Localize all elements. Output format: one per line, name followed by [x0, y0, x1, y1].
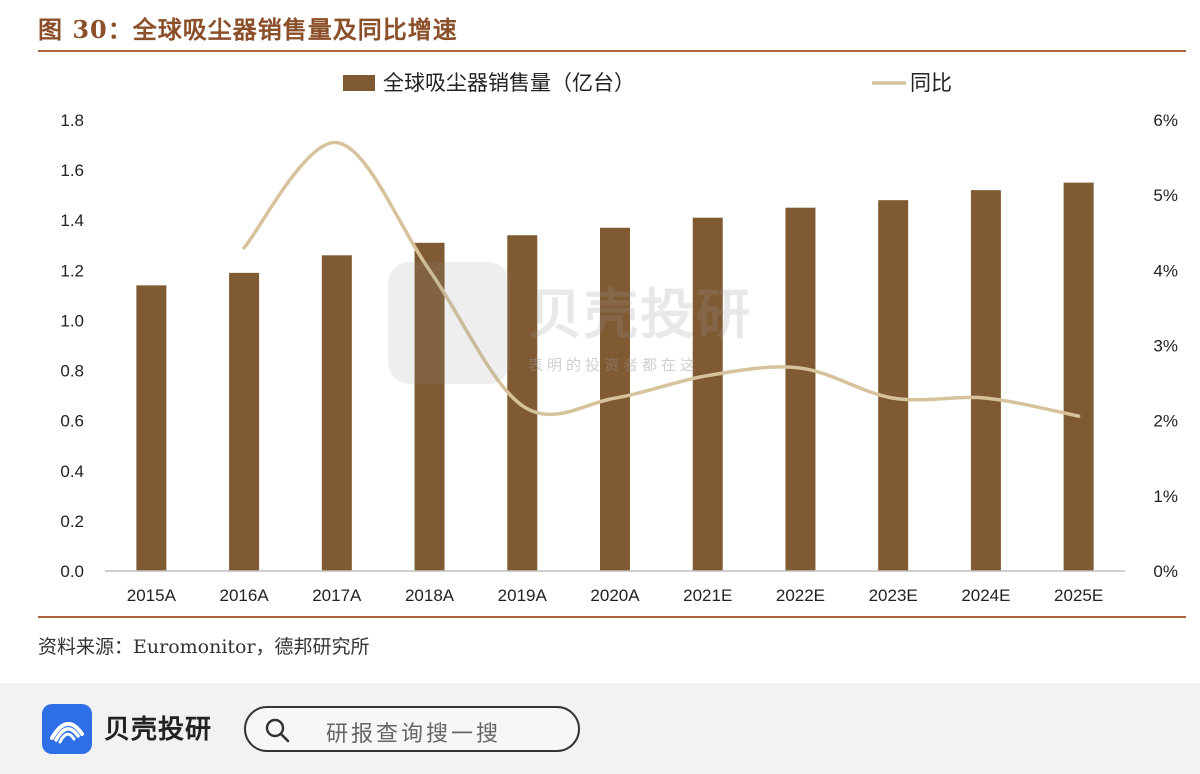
figure-title: 图 30：全球吸尘器销售量及同比增速 [38, 15, 458, 44]
yoy-line [242, 140, 1081, 418]
x-tick-label: 2021E [683, 586, 732, 605]
x-tick-label: 2017A [312, 586, 362, 605]
footer-bar: 贝壳投研 研报查询搜一搜 [0, 683, 1200, 774]
bar-2018A [414, 242, 445, 571]
bar-2016A [229, 272, 260, 571]
bar-2019A [507, 235, 538, 571]
bar-2023E [878, 200, 909, 571]
left-tick-label: 0.4 [60, 462, 84, 481]
right-tick-label: 3% [1153, 337, 1178, 356]
left-tick-label: 1.8 [60, 111, 84, 130]
x-tick-label: 2020A [590, 586, 640, 605]
right-tick-label: 6% [1153, 111, 1178, 130]
left-tick-label: 0.0 [60, 562, 84, 581]
left-tick-label: 1.2 [60, 261, 84, 280]
bar-series [136, 182, 1094, 572]
bottom-divider [38, 616, 1186, 618]
left-tick-label: 1.0 [60, 311, 84, 330]
left-tick-label: 1.4 [60, 211, 84, 230]
bar-2017A [321, 255, 352, 572]
x-tick-label: 2024E [961, 586, 1010, 605]
x-tick-label: 2022E [776, 586, 825, 605]
bar-2025E [1063, 182, 1094, 571]
x-tick-label: 2018A [405, 586, 455, 605]
x-tick-label: 2025E [1054, 586, 1103, 605]
x-tick-label: 2015A [127, 586, 177, 605]
right-tick-label: 0% [1153, 562, 1178, 581]
legend-line-label: 同比 [910, 71, 952, 95]
left-tick-label: 0.8 [60, 362, 84, 381]
x-tick-label: 2016A [220, 586, 270, 605]
left-tick-label: 0.2 [60, 512, 84, 531]
right-tick-label: 4% [1153, 261, 1178, 280]
legend-bar-label: 全球吸尘器销售量（亿台） [383, 71, 635, 95]
brand-logo-icon[interactable] [42, 704, 92, 754]
bar-2021E [692, 217, 723, 571]
x-tick-label: 2019A [498, 586, 548, 605]
top-divider [38, 50, 1186, 52]
right-tick-label: 5% [1153, 186, 1178, 205]
right-tick-label: 2% [1153, 412, 1178, 431]
left-tick-label: 0.6 [60, 412, 84, 431]
left-tick-label: 1.6 [60, 161, 84, 180]
yoy-line-series [242, 140, 1081, 418]
search-input[interactable]: 研报查询搜一搜 [244, 706, 580, 752]
bar-2024E [970, 190, 1001, 571]
x-tick-label: 2023E [869, 586, 918, 605]
bar-2015A [136, 285, 167, 571]
brand-name[interactable]: 贝壳投研 [104, 715, 213, 745]
legend-bar-swatch [343, 75, 375, 91]
right-tick-label: 1% [1153, 487, 1178, 506]
chart: 2015A 2016A 2017A 2018A 2019A 2020A 2021E 2022E… [60, 71, 1178, 605]
legend: 全球吸尘器销售量（亿台） 同比 [343, 71, 952, 95]
search-placeholder: 研报查询搜一搜 [326, 722, 502, 747]
axes: 2015A 2016A 2017A 2018A 2019A 2020A 2021E 2022E… [60, 111, 1178, 605]
bar-2022E [785, 207, 816, 571]
figure-source: 资料来源：Euromonitor，德邦研究所 [38, 636, 370, 658]
search-icon [265, 718, 290, 743]
